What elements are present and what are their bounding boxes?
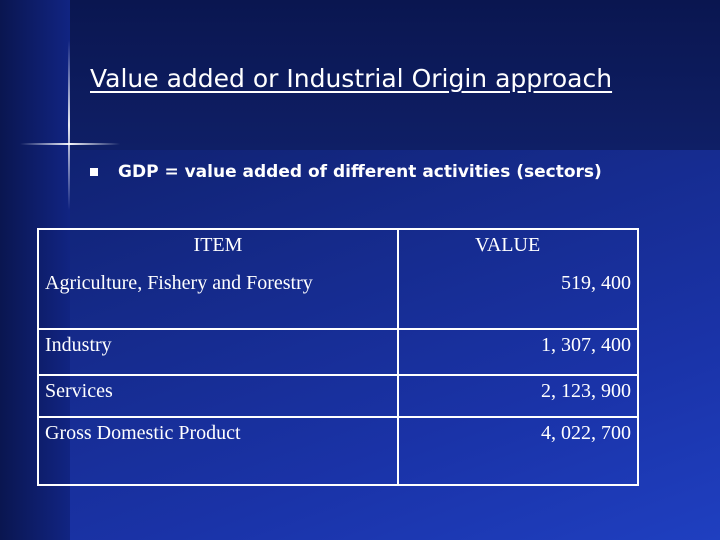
- bullet-point: GDP = value added of different activitie…: [90, 162, 602, 182]
- cell-item: Gross Domestic Product: [37, 416, 399, 486]
- gdp-table: ITEM VALUE Agriculture, Fishery and Fore…: [37, 228, 639, 486]
- cell-item: Services: [37, 374, 399, 418]
- cell-value: 4, 022, 700: [397, 416, 639, 486]
- sparkle-vertical-line: [68, 40, 70, 210]
- cell-item: Industry: [37, 328, 399, 376]
- bullet-text: GDP = value added of different activitie…: [118, 162, 602, 182]
- background-top-band: [0, 0, 720, 150]
- table-row: Gross Domestic Product 4, 022, 700: [37, 416, 639, 486]
- table-header-row: ITEM VALUE: [37, 228, 639, 268]
- sparkle-horizontal-line: [20, 143, 120, 145]
- cell-value: 519, 400: [397, 268, 639, 330]
- table-row: Industry 1, 307, 400: [37, 328, 639, 376]
- header-value: VALUE: [397, 228, 639, 268]
- cell-item: Agriculture, Fishery and Forestry: [37, 268, 399, 330]
- square-bullet-icon: [90, 168, 98, 176]
- header-item: ITEM: [37, 228, 399, 268]
- slide-title: Value added or Industrial Origin approac…: [90, 64, 613, 93]
- table-row: Agriculture, Fishery and Forestry 519, 4…: [37, 268, 639, 330]
- cell-value: 1, 307, 400: [397, 328, 639, 376]
- cell-value: 2, 123, 900: [397, 374, 639, 418]
- table-row: Services 2, 123, 900: [37, 374, 639, 418]
